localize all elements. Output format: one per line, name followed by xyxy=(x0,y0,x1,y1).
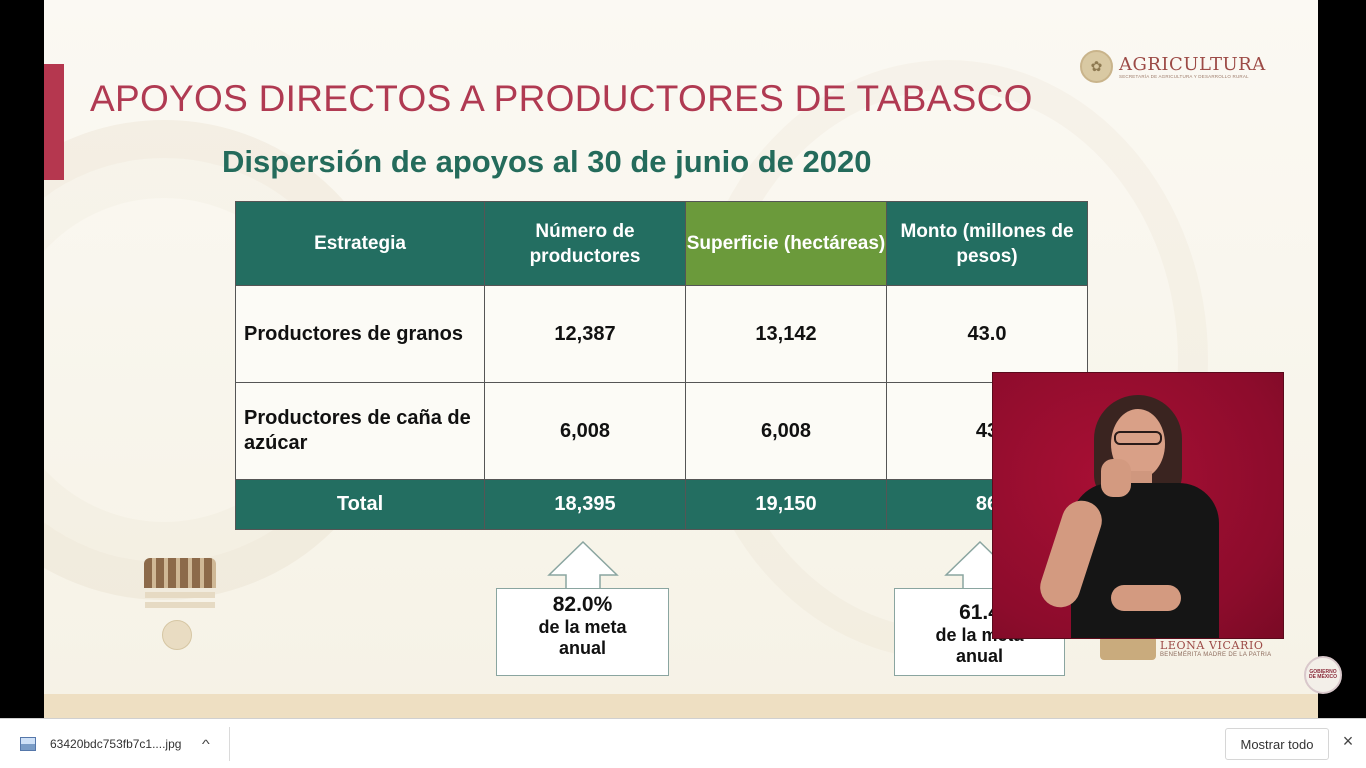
callout-productores: 82.0% de la meta anual xyxy=(496,541,670,677)
leona-logo-name: LEONA VICARIO xyxy=(1160,638,1264,652)
table-header-row: Estrategia Número de productores Superfi… xyxy=(235,201,1088,286)
callout-box: 82.0% de la meta anual xyxy=(496,588,669,676)
heroes-figures-icon xyxy=(144,558,216,588)
chevron-up-icon[interactable]: ^ xyxy=(202,737,211,751)
cell-estrategia: Productores de granos xyxy=(235,285,485,383)
leona-vicario-logo: LEONA VICARIO BENEMÉRITA MADRE DE LA PAT… xyxy=(1100,636,1271,660)
image-viewer: APOYOS DIRECTOS A PRODUCTORES DE TABASCO… xyxy=(44,0,1342,718)
callout-percentage: 61.4 xyxy=(959,601,1000,624)
seal-icon: ✿ xyxy=(1080,50,1113,83)
portrait-icon xyxy=(1100,636,1156,660)
callout-text: de la meta xyxy=(538,617,627,637)
cell-total-numero: 18,395 xyxy=(484,479,686,530)
header-numero: Número de productores xyxy=(484,201,686,286)
download-bar: 63420bdc753fb7c1....jpg ^ Mostrar todo × xyxy=(0,718,1366,768)
cell-total-superficie: 19,150 xyxy=(685,479,887,530)
slide-bottom-band xyxy=(44,694,1318,718)
presentation-slide: APOYOS DIRECTOS A PRODUCTORES DE TABASCO… xyxy=(44,0,1318,718)
image-file-icon xyxy=(20,737,36,751)
show-all-button[interactable]: Mostrar todo xyxy=(1225,728,1329,760)
seal-icon xyxy=(162,620,192,650)
download-item[interactable]: 63420bdc753fb7c1....jpg ^ xyxy=(8,727,230,761)
cell-numero: 6,008 xyxy=(484,382,686,480)
leona-logo-tagline: BENEMÉRITA MADRE DE LA PATRIA xyxy=(1160,651,1272,658)
slide-title: APOYOS DIRECTOS A PRODUCTORES DE TABASCO xyxy=(90,78,1033,119)
gobierno-badge: GOBIERNO DE MÉXICO xyxy=(1304,656,1342,694)
header-superficie: Superficie (hectáreas) xyxy=(685,201,887,286)
callout-text: anual xyxy=(955,646,1003,666)
sign-language-interpreter xyxy=(992,372,1284,639)
cell-superficie: 13,142 xyxy=(685,285,887,383)
government-logo xyxy=(140,548,220,658)
support-table: Estrategia Número de productores Superfi… xyxy=(235,201,1088,530)
callout-text: anual xyxy=(558,638,606,658)
header-monto: Monto (millones de pesos) xyxy=(886,201,1088,286)
slide-subtitle: Dispersión de apoyos al 30 de junio de 2… xyxy=(222,144,872,179)
agricultura-logo-name: AGRICULTURA xyxy=(1119,53,1266,75)
cell-monto: 43.0 xyxy=(886,285,1088,383)
table-row: Productores de caña de azúcar 6,008 6,00… xyxy=(235,382,1088,480)
close-icon[interactable]: × xyxy=(1342,731,1354,751)
agricultura-logo: ✿ AGRICULTURA SECRETARÍA DE AGRICULTURA … xyxy=(1080,50,1266,83)
callout-percentage: 82.0% xyxy=(552,593,613,616)
title-accent-bar xyxy=(44,64,64,180)
header-estrategia: Estrategia xyxy=(235,201,485,286)
table-row: Productores de granos 12,387 13,142 43.0 xyxy=(235,285,1088,383)
cell-numero: 12,387 xyxy=(484,285,686,383)
cell-estrategia: Productores de caña de azúcar xyxy=(235,382,485,480)
agricultura-logo-tagline: SECRETARÍA DE AGRICULTURA Y DESARROLLO R… xyxy=(1119,73,1249,79)
table-total-row: Total 18,395 19,150 86 xyxy=(235,479,1088,530)
cell-total-label: Total xyxy=(235,479,485,530)
cell-superficie: 6,008 xyxy=(685,382,887,480)
download-file-name: 63420bdc753fb7c1....jpg xyxy=(50,737,182,751)
arrow-up-icon xyxy=(547,541,619,591)
